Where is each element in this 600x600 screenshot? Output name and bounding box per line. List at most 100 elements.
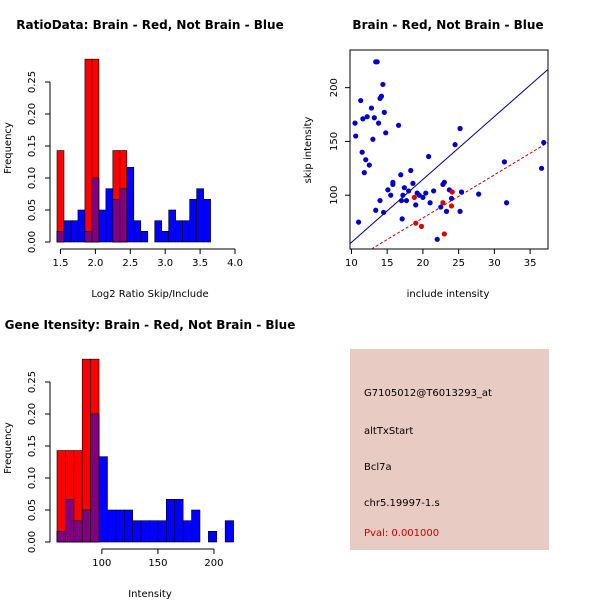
scatter-panel: Brain - Red, Not Brain - Blue include in… xyxy=(303,18,549,300)
brain-fit-line xyxy=(371,142,549,250)
ratio-histogram-bar-notbrain xyxy=(105,188,114,243)
scatter-point-notbrain xyxy=(434,236,440,242)
scatter-title: Brain - Red, Not Brain - Blue xyxy=(352,18,543,32)
scatter-point-notbrain xyxy=(476,191,482,197)
ratio-histogram-bar-overlap xyxy=(91,177,100,243)
scatter-point-brain xyxy=(448,203,455,209)
ratio-histogram-bar-notbrain xyxy=(182,220,190,243)
intensity-histogram-bar-notbrain xyxy=(157,520,167,543)
ratio-histogram-x-tick-label: 2.0 xyxy=(87,258,103,269)
intensity-histogram-bar-notbrain xyxy=(98,456,108,543)
scatter-y-tick-label: 200 xyxy=(329,78,340,97)
scatter-point-notbrain xyxy=(364,114,370,120)
scatter-point-notbrain xyxy=(427,200,433,206)
intensity-histogram-xlabel: Intensity xyxy=(128,589,172,600)
intensity-histogram-x-tick-label: 100 xyxy=(92,558,111,569)
ratio-histogram-bar-notbrain xyxy=(63,220,72,243)
ratio-histogram-x-tick-label: 1.5 xyxy=(53,258,69,269)
ratio-histogram-bar-notbrain xyxy=(77,209,86,243)
scatter-point-notbrain xyxy=(380,81,386,88)
scatter-point-notbrain xyxy=(438,204,444,210)
intensity-histogram-title: Gene Itensity: Brain - Red, Not Brain - … xyxy=(5,318,296,332)
ratio-histogram-bar-brain xyxy=(84,58,93,243)
ratio-histogram-panel: RatioData: Brain - Red, Not Brain - Blue… xyxy=(3,18,284,300)
intensity-histogram-bar-notbrain xyxy=(174,499,184,543)
scatter-point-notbrain xyxy=(385,187,391,193)
scatter-x-tick-label: 10 xyxy=(345,258,358,269)
intensity-histogram-bar-notbrain xyxy=(123,509,133,543)
intensity-histogram-bar-notbrain xyxy=(191,509,201,543)
intensity-histogram-bar-notbrain xyxy=(115,509,125,543)
intensity-histogram-y-tick-label: 0.00 xyxy=(27,531,38,553)
ratio-histogram-bar-notbrain xyxy=(154,220,163,243)
scatter-point-notbrain xyxy=(398,197,405,204)
intensity-histogram-bar-notbrain xyxy=(166,499,176,543)
info-panel-background xyxy=(350,349,549,550)
scatter-point-notbrain xyxy=(457,125,463,132)
intensity-histogram-bar-overlap xyxy=(90,413,100,543)
ratio-histogram-ylabel: Frequency xyxy=(3,122,14,174)
scatter-point-notbrain xyxy=(431,188,437,194)
intensity-histogram-bar-notbrain xyxy=(140,520,150,543)
scatter-y-tick-label: 100 xyxy=(329,186,340,205)
scatter-point-notbrain xyxy=(366,162,372,168)
intensity-histogram-y-tick-label: 0.15 xyxy=(27,435,38,457)
scatter-points xyxy=(352,59,547,242)
ratio-histogram-bar-notbrain xyxy=(98,209,107,243)
scatter-point-notbrain xyxy=(396,122,402,128)
intensity-histogram-bar-notbrain xyxy=(208,531,218,543)
scatter-y-tick-label: 150 xyxy=(329,132,340,151)
scatter-point-notbrain xyxy=(423,190,429,196)
ratio-histogram-bar-notbrain xyxy=(70,220,79,243)
intensity-histogram-y-tick-label: 0.20 xyxy=(27,403,38,425)
ratio-histogram-x-tick-label: 3.0 xyxy=(157,258,173,269)
ratio-histogram-bar-overlap xyxy=(56,231,65,243)
scatter-x-tick-label: 30 xyxy=(488,258,501,269)
scatter-point-notbrain xyxy=(378,93,385,99)
intensity-histogram-bar-overlap xyxy=(65,499,75,543)
scatter-point-notbrain xyxy=(373,207,379,213)
scatter-point-notbrain xyxy=(380,209,387,216)
ratio-histogram-y-tick-label: 0.20 xyxy=(27,103,38,125)
scatter-plot-box xyxy=(349,49,549,250)
scatter-point-notbrain xyxy=(448,195,455,202)
scatter-point-notbrain xyxy=(420,194,426,200)
scatter-axes: 10 15 20 25 30 35 100 150 200 xyxy=(329,78,536,269)
ratio-histogram-y-tick-label: 0.15 xyxy=(27,135,38,157)
info-panel: G7105012@T6013293_at altTxStart Bcl7a ch… xyxy=(350,349,549,550)
scatter-point-notbrain xyxy=(370,136,376,142)
scatter-point-notbrain xyxy=(457,208,463,214)
ratio-histogram-bar-notbrain xyxy=(140,231,149,243)
scatter-point-notbrain xyxy=(441,179,447,185)
ratio-histogram-y-tick-label: 0.00 xyxy=(27,231,38,253)
ratio-histogram-x-tick-label: 2.5 xyxy=(122,258,138,269)
ratio-histogram-bar-notbrain xyxy=(168,209,176,243)
scatter-point-notbrain xyxy=(363,157,369,163)
location-text: chr5.19997-1.s xyxy=(364,498,440,509)
intensity-histogram-y-tick-label: 0.25 xyxy=(27,371,38,393)
scatter-x-tick-label: 15 xyxy=(381,258,394,269)
intensity-histogram-ylabel: Frequency xyxy=(3,422,14,474)
intensity-histogram-bar-overlap xyxy=(73,520,83,543)
scatter-point-notbrain xyxy=(381,109,387,115)
scatter-point-notbrain xyxy=(538,165,545,171)
scatter-point-notbrain xyxy=(410,180,416,186)
scatter-point-notbrain xyxy=(390,181,396,188)
scatter-point-notbrain xyxy=(352,120,358,126)
ratio-histogram-bar-notbrain xyxy=(196,188,204,243)
scatter-x-tick-label: 25 xyxy=(452,258,465,269)
scatter-point-brain xyxy=(440,200,446,206)
scatter-point-notbrain xyxy=(458,189,465,195)
scatter-point-notbrain xyxy=(355,219,362,225)
ratio-histogram-bar-overlap xyxy=(112,199,121,243)
scatter-point-notbrain xyxy=(408,167,414,174)
intensity-histogram-x-tick-label: 200 xyxy=(204,558,223,569)
intensity-histogram-y-tick-label: 0.10 xyxy=(27,467,38,489)
ratio-histogram-bar-notbrain xyxy=(175,220,183,243)
scatter-point-brain xyxy=(413,220,419,226)
intensity-histogram-y-tick-label: 0.05 xyxy=(27,499,38,521)
intensity-histogram-bars xyxy=(56,358,234,543)
scatter-point-notbrain xyxy=(388,192,394,198)
intensity-histogram-bar-notbrain xyxy=(149,520,159,543)
scatter-point-notbrain xyxy=(383,130,389,136)
